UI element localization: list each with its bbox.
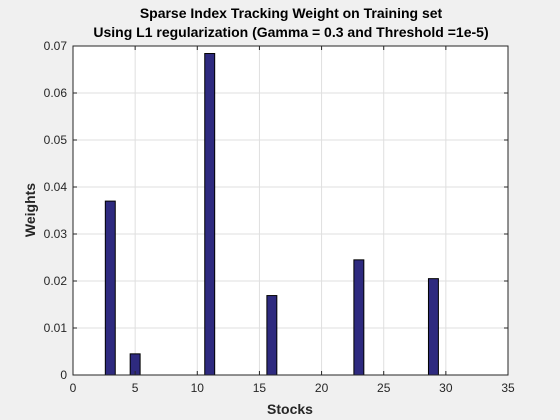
y-tick-label: 0 [60, 368, 67, 382]
x-axis-label: Stocks [267, 401, 313, 417]
bar-stock-29 [428, 279, 438, 375]
x-tick-label: 0 [70, 381, 77, 395]
y-tick-label: 0.07 [44, 39, 68, 53]
y-tick-label: 0.04 [44, 180, 68, 194]
x-tick-label: 5 [132, 381, 139, 395]
y-tick-label: 0.01 [44, 321, 68, 335]
y-tick-label: 0.06 [44, 86, 68, 100]
y-tick-label: 0.02 [44, 274, 68, 288]
x-tick-label: 35 [501, 381, 515, 395]
x-tick-label: 30 [439, 381, 453, 395]
bar-stock-23 [354, 260, 364, 375]
x-tick-label: 10 [191, 381, 205, 395]
chart-title-line-1: Sparse Index Tracking Weight on Training… [140, 5, 443, 21]
bar-stock-16 [267, 296, 277, 375]
x-tick-label: 20 [315, 381, 329, 395]
plot-area [73, 46, 508, 375]
y-tick-label: 0.05 [44, 133, 68, 147]
x-tick-label: 15 [253, 381, 267, 395]
x-tick-label: 25 [377, 381, 391, 395]
chart-title-line-2: Using L1 regularization (Gamma = 0.3 and… [93, 24, 488, 40]
bar-stock-3 [105, 201, 115, 375]
bar-stock-11 [205, 54, 215, 375]
y-axis-label: Weights [22, 183, 38, 237]
y-tick-label: 0.03 [44, 227, 68, 241]
